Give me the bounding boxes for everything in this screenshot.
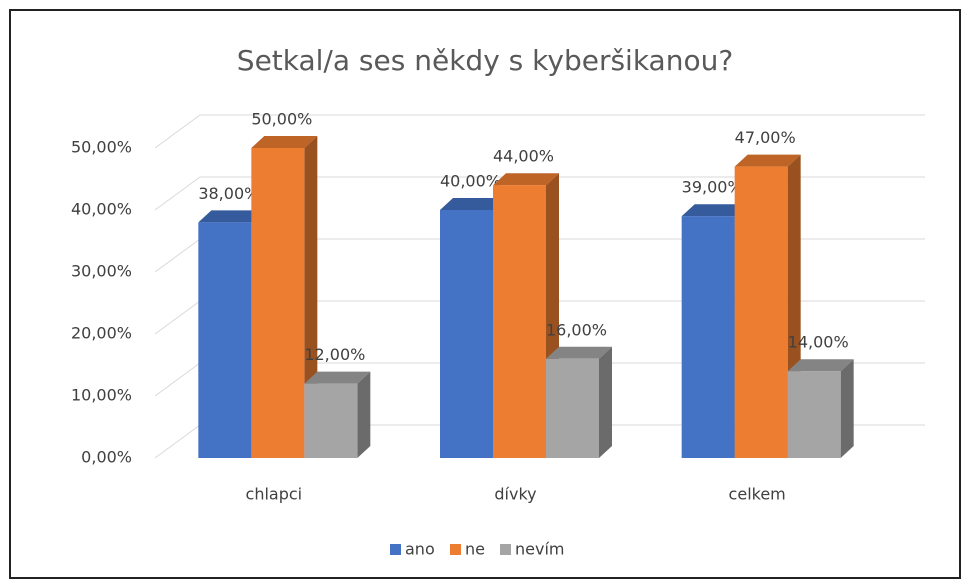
- bar: [546, 358, 599, 458]
- y-tick-label: 20,00%: [71, 324, 132, 343]
- chart-title: Setkal/a ses někdy s kyberšikanou?: [237, 44, 733, 77]
- bar: [681, 216, 735, 458]
- bar-top: [198, 210, 265, 223]
- bar: [440, 210, 493, 458]
- bar: [493, 185, 546, 458]
- y-tick-label: 40,00%: [71, 200, 132, 219]
- legend-label: ano: [405, 540, 435, 559]
- data-label: 39,00%: [682, 178, 743, 197]
- data-label: 50,00%: [251, 110, 312, 129]
- legend-swatch: [390, 544, 401, 555]
- data-label: 12,00%: [304, 345, 365, 364]
- bar: [304, 383, 358, 458]
- bar-top: [493, 173, 559, 186]
- data-label: 40,00%: [440, 172, 501, 191]
- x-tick-label: celkem: [729, 485, 786, 504]
- bar-side: [599, 346, 612, 458]
- bar: [787, 371, 841, 458]
- x-tick-label: chlapci: [246, 485, 303, 504]
- legend-label: nevím: [515, 540, 564, 559]
- data-label: 44,00%: [493, 147, 554, 166]
- bar-top: [304, 371, 371, 384]
- y-tick-label: 10,00%: [71, 386, 132, 405]
- bar-top: [787, 359, 854, 372]
- data-label: 16,00%: [546, 320, 607, 339]
- bar: [734, 166, 788, 458]
- bar-top: [546, 346, 612, 359]
- bar-top: [251, 136, 318, 148]
- y-tick-label: 30,00%: [71, 262, 132, 281]
- y-tick-label: 0,00%: [81, 448, 132, 467]
- bar-side: [357, 371, 371, 458]
- bar: [198, 222, 252, 458]
- bar-top: [681, 204, 748, 217]
- grid-line: [154, 114, 925, 149]
- data-label: 14,00%: [788, 333, 849, 352]
- y-tick-label: 50,00%: [71, 138, 132, 157]
- bar-top: [440, 198, 506, 210]
- legend-swatch: [500, 544, 511, 555]
- bar-side: [840, 359, 854, 458]
- legend-swatch: [450, 544, 461, 555]
- legend-label: ne: [465, 540, 485, 559]
- x-tick-label: dívky: [494, 485, 536, 504]
- bar: [251, 148, 305, 458]
- bar-top: [734, 154, 801, 167]
- grid-line: [154, 176, 925, 211]
- data-label: 47,00%: [735, 128, 796, 147]
- data-label: 38,00%: [198, 184, 259, 203]
